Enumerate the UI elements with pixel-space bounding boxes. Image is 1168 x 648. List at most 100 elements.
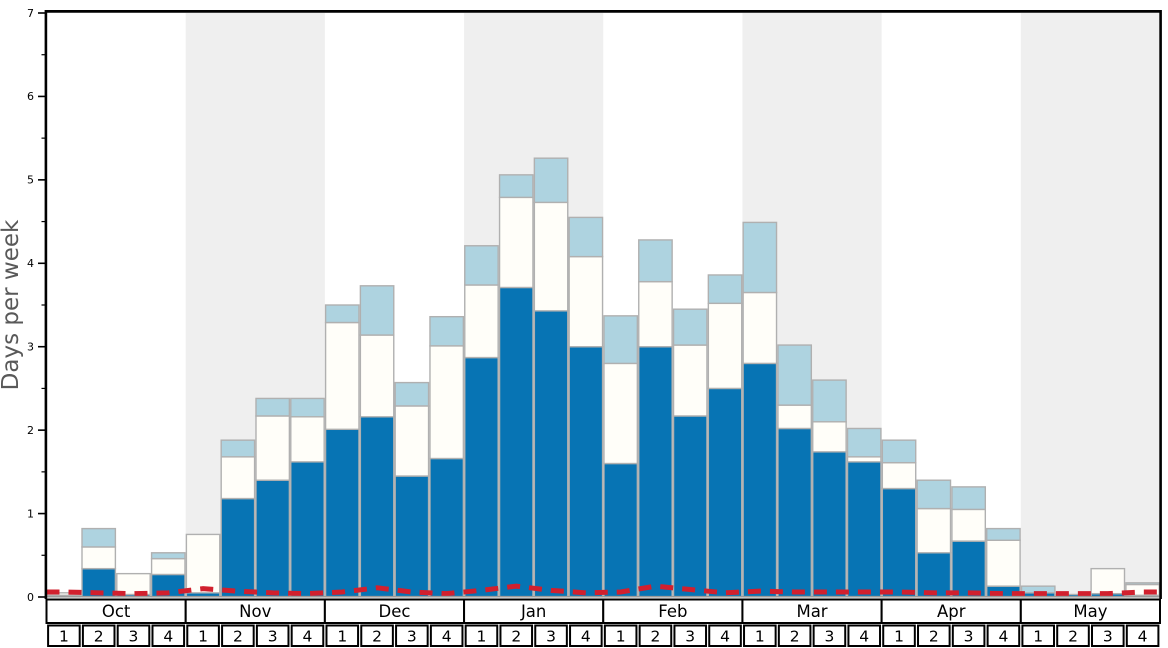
- y-tick-label: 3: [27, 341, 34, 354]
- bar-segment-light: [846, 427, 882, 458]
- bar-segment-light: [533, 157, 569, 204]
- bar-segment-dark: [951, 540, 987, 598]
- week-number-label: 1: [477, 628, 487, 646]
- week-cell: [47, 624, 81, 647]
- week-number-label: 3: [824, 628, 834, 646]
- week-cell: [395, 624, 429, 647]
- week-cell: [951, 624, 986, 647]
- bar-segment-dark: [429, 457, 465, 598]
- month-label: Dec: [379, 602, 411, 621]
- bar-segment-dark: [603, 462, 639, 598]
- bar-segment-light: [638, 239, 673, 283]
- month-cell: [1019, 598, 1161, 624]
- bar-segment-white: [150, 557, 186, 576]
- month-label: Nov: [239, 602, 271, 621]
- bar-segment-light: [429, 315, 465, 347]
- bar-segment-white: [672, 344, 708, 417]
- week-cell: [499, 624, 534, 647]
- bar-segment-dark: [846, 461, 882, 598]
- week-number-label: 1: [1033, 628, 1043, 646]
- bar-segment-dark: [672, 415, 708, 598]
- week-number-label: 2: [511, 628, 521, 646]
- week-cell: [429, 624, 464, 647]
- bar-segment-white: [568, 255, 604, 348]
- week-cell: [603, 624, 638, 647]
- bar-segment-white: [1090, 567, 1126, 595]
- week-number-label: 3: [1103, 628, 1113, 646]
- week-cell: [1091, 624, 1125, 647]
- week-cell: [569, 624, 603, 647]
- week-number-label: 2: [372, 628, 382, 646]
- week-number-label: 4: [1138, 628, 1148, 646]
- bar-segment-light: [290, 397, 325, 418]
- week-cell: [743, 624, 777, 647]
- week-number-label: 4: [442, 628, 452, 646]
- y-tick-label: 2: [27, 424, 34, 437]
- month-band-may: [1020, 13, 1160, 597]
- bar-segment-light: [707, 274, 743, 305]
- week-number-label: 3: [268, 628, 278, 646]
- week-number-label: 1: [337, 628, 347, 646]
- week-number-label: 4: [581, 628, 591, 646]
- bar-segment-dark: [742, 362, 778, 598]
- week-cell: [882, 624, 916, 647]
- week-cell: [1125, 624, 1160, 647]
- bar-segment-light: [81, 527, 117, 548]
- week-cell: [325, 624, 360, 647]
- week-cell: [255, 624, 290, 647]
- bar-segment-dark: [777, 427, 813, 598]
- week-cell: [638, 624, 673, 647]
- bar-segment-light: [498, 174, 534, 199]
- week-cell: [360, 624, 394, 647]
- bar-segment-dark: [220, 497, 256, 598]
- month-label: Feb: [658, 602, 687, 621]
- week-cell: [708, 624, 742, 647]
- bar-segment-white: [290, 416, 325, 463]
- y-tick-label: 6: [27, 90, 34, 103]
- bar-segment-light: [394, 381, 430, 407]
- bar-segment-light: [324, 304, 360, 324]
- week-cell: [917, 624, 951, 647]
- week-cell: [1021, 624, 1056, 647]
- bar-segment-light: [986, 527, 1021, 541]
- y-tick-label: 5: [27, 174, 34, 187]
- bar-segment-dark: [324, 428, 360, 598]
- average-line-layer: [46, 583, 1160, 597]
- bar-segment-white: [255, 415, 291, 481]
- axis-tick-labels: 0 1 2 3 4 5 6 7: [27, 7, 34, 604]
- week-cell: [847, 624, 882, 647]
- week-cell: [1056, 624, 1090, 647]
- week-number-label: 4: [998, 628, 1008, 646]
- bar-segment-white: [777, 404, 813, 430]
- bar-segment-white: [394, 405, 430, 477]
- bar-segment-white: [707, 302, 743, 390]
- week-cell: [673, 624, 708, 647]
- week-cell: [464, 624, 499, 647]
- month-label: Oct: [102, 602, 131, 621]
- week-number-label: 4: [720, 628, 730, 646]
- bar-segment-light: [672, 308, 708, 346]
- bar-segment-light: [359, 285, 395, 336]
- week-number-label: 2: [929, 628, 939, 646]
- week-number-label: 3: [685, 628, 695, 646]
- bar-segment-dark: [707, 387, 743, 598]
- week-number-label: 4: [163, 628, 173, 646]
- week-number-label: 1: [755, 628, 765, 646]
- week-number-label: 4: [859, 628, 869, 646]
- week-cell: [151, 624, 186, 647]
- week-cell: [812, 624, 847, 647]
- bar-segment-white: [498, 196, 534, 289]
- week-number-label: 1: [198, 628, 208, 646]
- bar-segment-dark: [533, 310, 569, 598]
- week-cell: [186, 624, 220, 647]
- bar-segment-white: [916, 507, 952, 554]
- week-cell: [986, 624, 1021, 647]
- y-tick-label: 0: [27, 591, 34, 604]
- bar-segment-white: [742, 291, 778, 365]
- bar-segment-white: [185, 533, 221, 594]
- week-cell: [81, 624, 116, 647]
- bar-segment-dark: [568, 346, 604, 598]
- week-cell: [116, 624, 151, 647]
- month-label: Jan: [520, 602, 546, 621]
- week-cell: [290, 624, 325, 647]
